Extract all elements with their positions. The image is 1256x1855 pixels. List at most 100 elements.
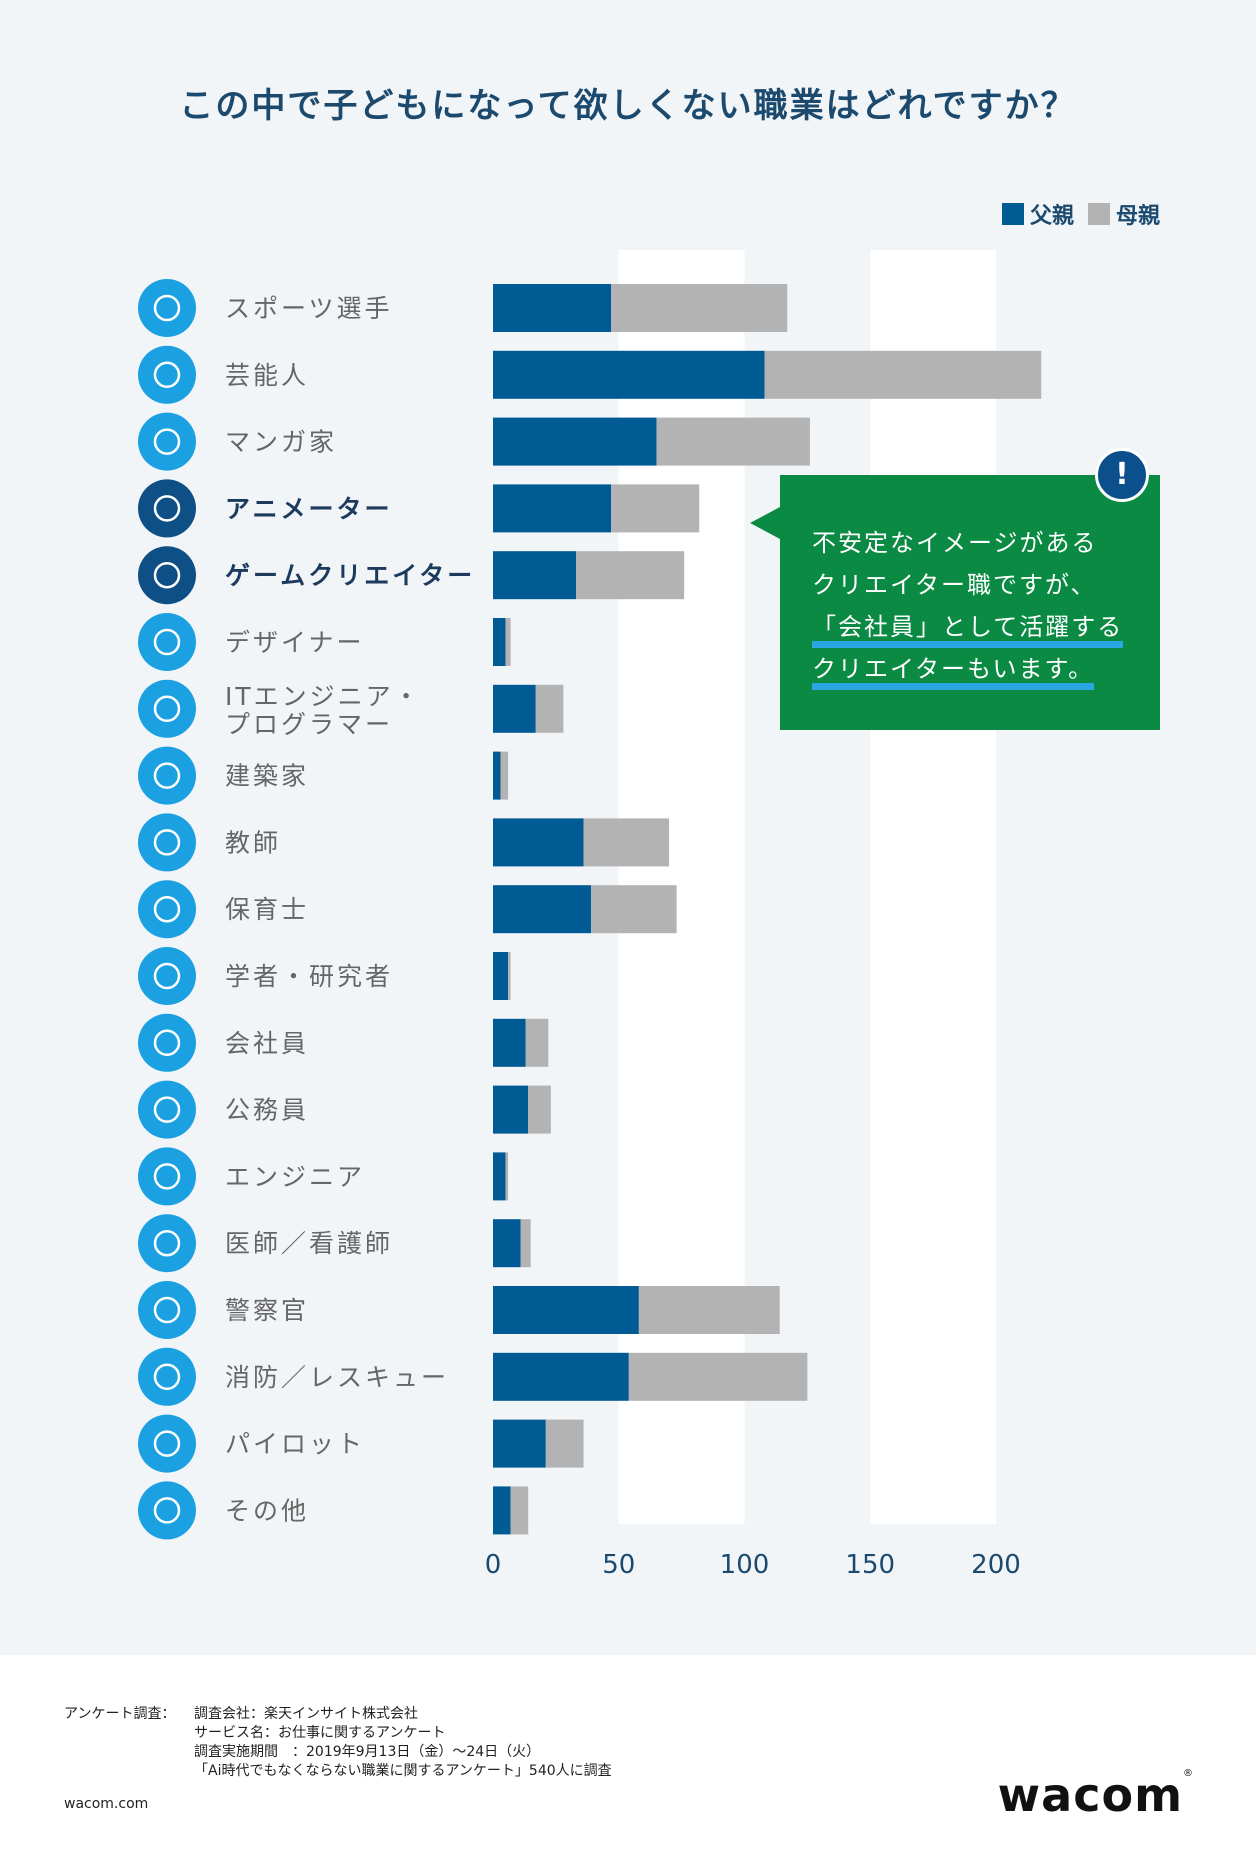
- bar-mother: [505, 1152, 509, 1201]
- books-flask-icon-glyph: [153, 962, 181, 990]
- legend-father-label: 父親: [1029, 204, 1074, 229]
- firefighter-helmet-icon: [138, 1347, 196, 1406]
- apron-icon: [138, 880, 196, 939]
- category-label: 芸能人: [225, 361, 309, 390]
- bar-mother: [520, 1219, 531, 1268]
- bar-mother: [500, 751, 509, 800]
- category-label: その他: [225, 1496, 309, 1525]
- site-url[interactable]: wacom.com: [64, 1796, 149, 1812]
- bar-mother: [528, 1085, 551, 1134]
- notebook-icon: [138, 813, 196, 872]
- category-label: 会社員: [225, 1029, 309, 1058]
- bar-mother: [764, 350, 1042, 399]
- legend-mother-swatch: [1087, 203, 1110, 225]
- category-label: ゲームクリエイター: [225, 561, 475, 590]
- blueprint-icon: [138, 746, 196, 805]
- bar-father: [493, 1286, 639, 1334]
- bar-father: [493, 1018, 526, 1067]
- category-label: 消防／レスキュー: [225, 1363, 449, 1392]
- bar-mother: [535, 684, 564, 733]
- bar-mother: [628, 1352, 808, 1401]
- bar-father: [493, 1085, 529, 1134]
- bar-mother: [583, 818, 670, 867]
- survey-footer: アンケート調査： 調査会社：楽天インサイト株式会社 サービス名：お仕事に関するアン…: [64, 1705, 612, 1781]
- books-flask-icon: [138, 947, 196, 1005]
- design-tools-icon-glyph: [153, 628, 181, 656]
- x-tick-label: 150: [845, 1550, 895, 1580]
- category-label: 公務員: [225, 1096, 309, 1125]
- firefighter-helmet-icon-glyph: [153, 1363, 181, 1391]
- callout-line-4: クリエイターもいます。: [812, 655, 1095, 690]
- footer-line-2: サービス名：お仕事に関するアンケート: [194, 1725, 446, 1741]
- police-cap-icon: [138, 1281, 196, 1339]
- x-tick-label: 0: [485, 1550, 502, 1580]
- bar-father: [493, 818, 584, 867]
- manga-icon: [138, 412, 196, 471]
- bar-mother: [525, 1018, 549, 1067]
- bar-mother: [611, 484, 700, 533]
- bar-father: [493, 350, 765, 399]
- microphone-icon: [138, 345, 196, 404]
- callout-line-1: 不安定なイメージがある: [812, 529, 1098, 557]
- animation-tablet-icon-glyph: [153, 495, 181, 522]
- animation-tablet-icon: [138, 479, 196, 538]
- briefcase-icon-glyph: [153, 1029, 181, 1057]
- legend-mother: 母親: [1087, 198, 1160, 230]
- chart-title: この中で子どもになって欲しくない職業はどれですか？: [179, 86, 1077, 126]
- bar-father: [493, 1352, 629, 1401]
- legend-father-swatch: [1001, 203, 1024, 225]
- manga-icon-glyph: [153, 428, 181, 455]
- bar-father: [493, 417, 657, 466]
- footer-line-3: 調査実施期間 ：2019年9月13日（金）～24日（火）: [194, 1744, 541, 1760]
- bar-father: [493, 484, 612, 533]
- bar-mother: [505, 618, 511, 666]
- stacked-bar-chart: 0 50 100 150 200 スポーツ選手芸能人マンガ家アニメーターゲームクリエイター…: [138, 250, 1042, 1580]
- x-tick-label: 50: [602, 1550, 635, 1580]
- building-id-icon-glyph: [153, 1096, 181, 1123]
- sports-icon-glyph: [153, 294, 181, 322]
- legend-mother-label: 母親: [1115, 204, 1160, 229]
- bar-father: [493, 618, 506, 666]
- category-label: 医師／看護師: [225, 1229, 393, 1258]
- x-tick-label: 100: [720, 1550, 770, 1580]
- category-label: 教師: [225, 828, 281, 857]
- wacom-logo: wacom®: [997, 1768, 1194, 1822]
- bar-mother: [591, 885, 677, 934]
- bar-father: [493, 1152, 506, 1201]
- bar-father: [493, 1219, 521, 1268]
- callout-tail: [750, 507, 780, 539]
- stethoscope-icon: [138, 1214, 196, 1273]
- category-label: 建築家: [225, 762, 309, 791]
- more-icon: [138, 1481, 196, 1540]
- callout-line-2: クリエイター職ですが、: [812, 571, 1097, 599]
- category-label: パイロット: [225, 1430, 365, 1459]
- briefcase-icon: [138, 1013, 196, 1072]
- callout-line-3: 「会社員」として活躍する: [812, 613, 1124, 648]
- footer-line-4: 「Ai時代でもなくならない職業に関するアンケート」540人に調査: [194, 1763, 612, 1779]
- bar-father: [493, 952, 509, 1000]
- bar-mother: [656, 417, 810, 466]
- computer-monitor-icon: [138, 679, 196, 738]
- computer-monitor-icon-glyph: [153, 695, 181, 723]
- sports-icon: [138, 279, 196, 337]
- category-label: アニメーター: [225, 494, 393, 523]
- callout-text: 不安定なイメージがある クリエイター職ですが、 「会社員」として活躍する クリエ…: [812, 522, 1157, 690]
- airplane-icon-glyph: [153, 1430, 181, 1457]
- police-cap-icon-glyph: [153, 1296, 181, 1324]
- microphone-icon-glyph: [153, 361, 181, 389]
- category-label: デザイナー: [225, 628, 365, 657]
- bar-father: [493, 1486, 511, 1535]
- bar-father: [493, 684, 536, 733]
- bar-mother: [508, 952, 511, 1000]
- x-tick-label: 200: [971, 1550, 1021, 1580]
- gamepad-icon-glyph: [153, 561, 181, 589]
- gear-icon-glyph: [153, 1163, 181, 1190]
- category-label: スポーツ選手: [225, 294, 393, 323]
- bar-father: [493, 284, 612, 332]
- blueprint-icon-glyph: [153, 762, 181, 789]
- callout-badge: !: [1095, 448, 1149, 502]
- building-id-icon: [138, 1080, 196, 1139]
- category-label: 学者・研究者: [225, 962, 393, 991]
- more-icon-glyph: [153, 1497, 181, 1524]
- category-label: ITエンジニア・: [225, 682, 422, 711]
